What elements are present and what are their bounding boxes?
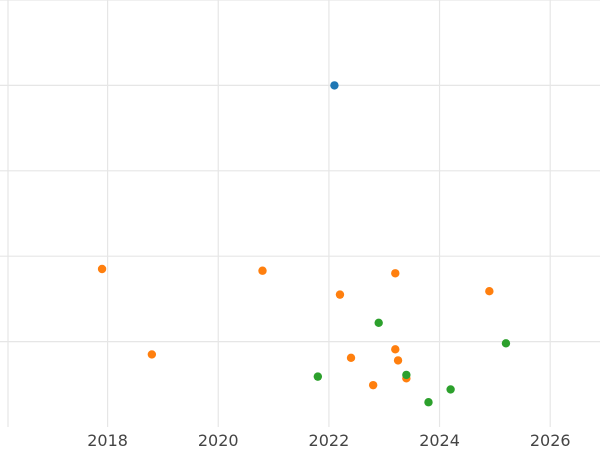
data-point-series-2-7 [391, 269, 400, 278]
x-gridlines [7, 0, 551, 427]
data-point-series-1-1 [330, 81, 339, 90]
data-point-series-3-2 [374, 318, 383, 328]
data-point-series-2-11 [485, 287, 494, 296]
data-point-series-2-5 [346, 353, 356, 363]
x-tick-label-2018: 2018 [87, 431, 128, 450]
data-point-series-2-9 [393, 356, 403, 365]
data-point-series-2-2 [147, 350, 157, 359]
data-point-series-3-4 [424, 398, 433, 407]
data-point-series-2-1 [97, 264, 107, 274]
y-gridlines [0, 0, 600, 343]
x-tick-labels: 2018 2020 2022 2024 2026 [87, 431, 570, 450]
x-tick-label-2024: 2024 [419, 431, 460, 450]
x-tick-label-2026: 2026 [530, 431, 571, 450]
data-point-series-3-5 [446, 385, 455, 394]
data-point-series-3-6 [501, 339, 511, 348]
data-point-series-2-4 [335, 290, 345, 299]
data-point-series-2-3 [258, 266, 267, 275]
data-points [97, 81, 511, 407]
data-point-series-2-6 [368, 380, 378, 390]
data-point-series-2-8 [391, 345, 400, 354]
data-point-series-3-1 [313, 372, 323, 381]
data-point-series-3-3 [402, 370, 411, 380]
x-tick-label-2020: 2020 [198, 431, 239, 450]
x-tick-label-2022: 2022 [309, 431, 350, 450]
